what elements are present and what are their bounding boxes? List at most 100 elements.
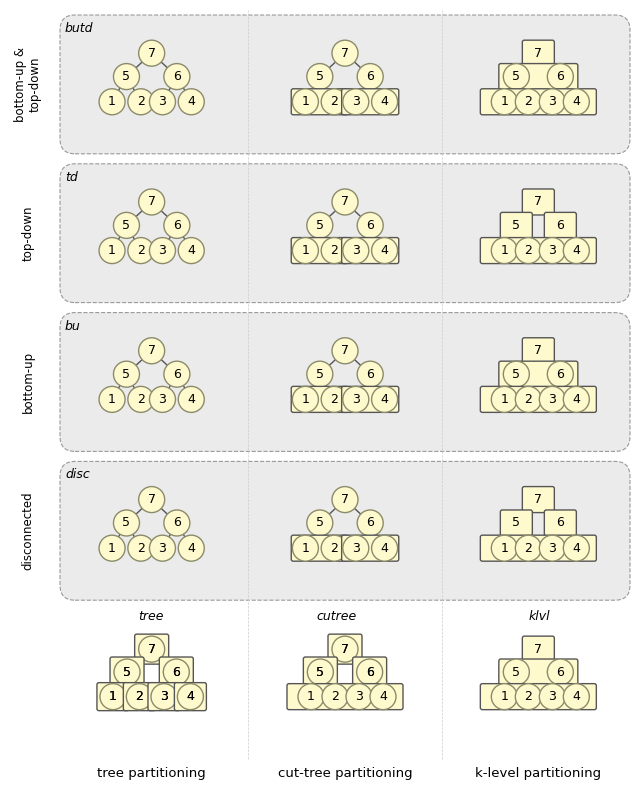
Text: 5: 5 xyxy=(122,516,131,530)
Text: klvl: klvl xyxy=(529,611,550,623)
Text: cut-tree partitioning: cut-tree partitioning xyxy=(278,768,412,781)
Text: 2: 2 xyxy=(524,244,532,257)
FancyBboxPatch shape xyxy=(481,237,596,264)
Circle shape xyxy=(150,535,175,561)
Circle shape xyxy=(179,387,204,412)
Text: 6: 6 xyxy=(366,70,374,83)
Circle shape xyxy=(343,237,369,264)
Circle shape xyxy=(150,89,175,115)
Circle shape xyxy=(563,387,589,412)
Circle shape xyxy=(322,684,348,710)
Text: disconnected: disconnected xyxy=(22,491,35,570)
Text: 5: 5 xyxy=(513,665,520,679)
Circle shape xyxy=(332,487,358,513)
Circle shape xyxy=(99,387,125,412)
Text: 3: 3 xyxy=(352,95,360,108)
Text: 3: 3 xyxy=(548,690,556,703)
Text: 4: 4 xyxy=(572,542,580,555)
Circle shape xyxy=(372,535,397,561)
Text: 7: 7 xyxy=(341,642,349,656)
Text: 6: 6 xyxy=(556,70,564,83)
FancyBboxPatch shape xyxy=(499,659,578,685)
Text: 1: 1 xyxy=(301,542,309,555)
Text: 1: 1 xyxy=(301,95,309,108)
Circle shape xyxy=(139,487,164,513)
Text: 3: 3 xyxy=(159,542,166,555)
FancyBboxPatch shape xyxy=(148,683,180,711)
Text: 5: 5 xyxy=(122,368,131,380)
Text: 6: 6 xyxy=(173,368,181,380)
Circle shape xyxy=(547,64,573,90)
Circle shape xyxy=(515,89,541,115)
Text: 6: 6 xyxy=(366,219,374,232)
FancyBboxPatch shape xyxy=(522,189,554,215)
Text: 4: 4 xyxy=(572,244,580,257)
Circle shape xyxy=(292,89,319,115)
Text: 3: 3 xyxy=(355,690,363,703)
Circle shape xyxy=(332,337,358,364)
Circle shape xyxy=(492,684,517,710)
Text: 1: 1 xyxy=(500,542,508,555)
Text: 7: 7 xyxy=(148,47,156,60)
Circle shape xyxy=(515,387,541,412)
Text: 1: 1 xyxy=(108,393,116,406)
Text: 5: 5 xyxy=(316,665,324,679)
Circle shape xyxy=(357,361,383,387)
Circle shape xyxy=(151,684,177,710)
Text: 1: 1 xyxy=(108,244,116,257)
Text: 4: 4 xyxy=(186,690,195,703)
Circle shape xyxy=(515,237,541,264)
Circle shape xyxy=(563,535,589,561)
Text: 4: 4 xyxy=(379,690,387,703)
FancyBboxPatch shape xyxy=(353,657,387,687)
Circle shape xyxy=(307,361,333,387)
Text: 5: 5 xyxy=(316,516,324,530)
Text: td: td xyxy=(65,171,77,183)
Text: 5: 5 xyxy=(513,368,520,380)
Text: k-level partitioning: k-level partitioning xyxy=(476,768,602,781)
FancyBboxPatch shape xyxy=(481,684,596,710)
Text: 2: 2 xyxy=(330,542,338,555)
Circle shape xyxy=(307,64,333,90)
Circle shape xyxy=(563,89,589,115)
Text: 4: 4 xyxy=(381,393,388,406)
Text: 2: 2 xyxy=(137,542,145,555)
Text: 4: 4 xyxy=(381,542,388,555)
Text: 5: 5 xyxy=(123,665,131,679)
Text: 2: 2 xyxy=(524,393,532,406)
Circle shape xyxy=(492,237,517,264)
FancyBboxPatch shape xyxy=(110,657,144,687)
Text: 7: 7 xyxy=(148,642,156,656)
Circle shape xyxy=(164,64,190,90)
Circle shape xyxy=(128,387,154,412)
Circle shape xyxy=(99,237,125,264)
Text: 7: 7 xyxy=(341,47,349,60)
Text: 4: 4 xyxy=(572,393,580,406)
Circle shape xyxy=(321,89,348,115)
FancyBboxPatch shape xyxy=(291,387,348,412)
Text: 7: 7 xyxy=(148,345,156,357)
Circle shape xyxy=(372,387,397,412)
Text: 6: 6 xyxy=(366,516,374,530)
FancyBboxPatch shape xyxy=(342,387,399,412)
Text: 4: 4 xyxy=(188,95,195,108)
Text: 7: 7 xyxy=(534,345,542,357)
Text: 1: 1 xyxy=(301,393,309,406)
Circle shape xyxy=(99,535,125,561)
FancyBboxPatch shape xyxy=(481,535,596,561)
Text: 5: 5 xyxy=(316,665,324,679)
Circle shape xyxy=(503,64,529,90)
Text: 4: 4 xyxy=(186,690,195,703)
FancyBboxPatch shape xyxy=(500,510,532,536)
Circle shape xyxy=(100,684,126,710)
Text: 7: 7 xyxy=(534,642,542,656)
Text: 5: 5 xyxy=(513,70,520,83)
Circle shape xyxy=(321,237,348,264)
Text: 5: 5 xyxy=(122,219,131,232)
Text: 6: 6 xyxy=(366,368,374,380)
FancyBboxPatch shape xyxy=(481,387,596,412)
Text: 1: 1 xyxy=(109,690,117,703)
Circle shape xyxy=(113,361,140,387)
FancyBboxPatch shape xyxy=(545,212,577,238)
FancyBboxPatch shape xyxy=(97,683,129,711)
